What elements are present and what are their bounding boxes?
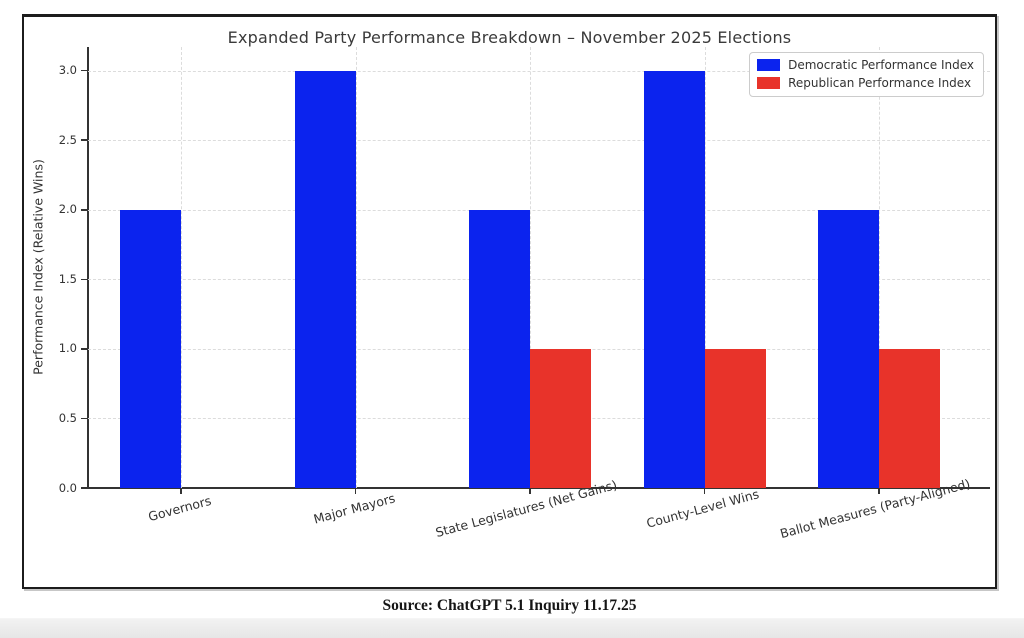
x-gridline [704,47,706,488]
x-gridline [181,47,182,488]
y-tick-mark [81,348,87,350]
x-gridline [879,47,880,488]
y-tick-mark [81,139,87,141]
x-tick-mark [529,489,531,494]
x-axis-spine [87,487,990,489]
plot-area: Democratic Performance Index Republican P… [87,47,990,489]
democratic-bar [818,209,879,488]
y-tick-mark [81,417,87,420]
y-tick-label: 1.0 [58,341,77,356]
republican-bar [704,348,766,488]
legend-label: Democratic Performance Index [788,58,974,72]
democratic-bar [469,209,530,488]
y-tick-label: 2.0 [58,202,77,217]
republican-bar [879,348,940,488]
y-tick-mark [81,208,87,211]
x-tick-mark [703,489,706,494]
bottom-band [0,618,1024,638]
y-gridline [88,209,990,211]
democratic-bar [643,70,705,488]
y-gridline [88,140,990,142]
y-tick-mark [81,278,87,281]
y-tick-mark [81,487,87,489]
chart-figure: Expanded Party Performance Breakdown – N… [22,14,997,589]
legend-label: Republican Performance Index [788,76,972,90]
x-tick-label: County-Level Wins [644,486,761,531]
y-tick-mark [81,69,87,72]
y-axis-spine [87,47,89,488]
x-tick-mark [180,489,182,494]
democratic-bar [294,70,356,488]
x-tick-label: Major Mayors [311,490,397,527]
chart-title: Expanded Party Performance Breakdown – N… [227,28,792,47]
y-gridline [88,70,990,72]
republican-bar [530,348,591,488]
x-gridline [355,47,357,488]
y-tick-label: 2.5 [58,132,77,147]
y-gridline [88,279,990,281]
x-tick-mark [354,489,357,494]
legend-row: Republican Performance Index [757,76,974,90]
x-gridline [530,47,531,488]
y-tick-label: 0.0 [58,480,77,495]
source-note: Source: ChatGPT 5.1 Inquiry 11.17.25 [382,597,637,614]
legend-swatch [757,77,781,89]
y-tick-label: 0.5 [58,410,77,425]
democratic-bar [120,209,181,488]
x-tick-label: Governors [146,492,213,525]
y-tick-label: 3.0 [58,63,77,78]
legend-swatch [757,59,781,71]
x-tick-mark [878,489,880,494]
y-tick-label: 1.5 [58,271,77,286]
legend: Democratic Performance Index Republican P… [749,52,984,97]
legend-row: Democratic Performance Index [757,58,974,72]
